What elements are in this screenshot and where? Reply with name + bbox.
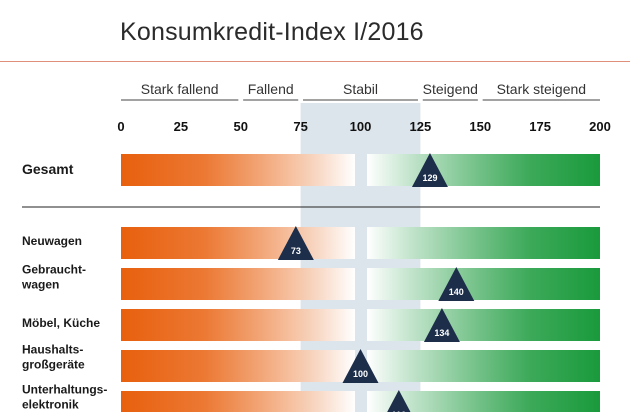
bar-falling-0 [121,154,355,186]
row-label-0-0: Gesamt [22,161,74,177]
row-label-5-0: Unterhaltungs- [22,383,107,397]
row-label-1-0: Neuwagen [22,234,82,248]
bar-falling-4 [121,350,355,382]
zone-label-0: Stark fallend [141,81,219,97]
value-label-4: 100 [353,369,368,379]
tick-label-6: 150 [469,119,491,134]
value-label-5: 116 [392,410,407,412]
bar-rising-5 [367,391,600,412]
value-label-3: 134 [434,328,449,338]
value-marker-3 [423,308,460,342]
zone-label-2: Stabil [343,81,378,97]
bar-falling-5 [121,391,355,412]
row-label-4-1: großgeräte [22,358,85,372]
value-marker-1 [277,226,314,260]
bar-rising-3 [367,309,600,341]
row-label-3-0: Möbel, Küche [22,316,100,330]
tick-label-3: 75 [293,119,307,134]
value-label-0: 129 [422,173,437,183]
bar-rising-0 [367,154,600,186]
tick-label-0: 0 [117,119,124,134]
value-marker-0 [411,153,448,187]
zone-label-4: Stark steigend [497,81,587,97]
bar-rising-2 [367,268,600,300]
bar-rising-4 [367,350,600,382]
value-marker-4 [342,349,379,383]
chart-title: Konsumkredit-Index I/2016 [120,18,424,46]
tick-label-4: 100 [350,119,372,134]
row-label-2-1: wagen [21,278,59,292]
tick-label-8: 200 [589,119,611,134]
tick-label-5: 125 [410,119,432,134]
bar-falling-1 [121,227,355,259]
row-label-5-1: elektronik [22,398,79,412]
value-marker-2 [438,267,475,301]
zone-label-1: Fallend [248,81,294,97]
value-marker-5 [387,390,411,412]
tick-label-2: 50 [234,119,248,134]
tick-label-1: 25 [174,119,188,134]
row-label-2-0: Gebraucht- [22,263,86,277]
bar-falling-2 [121,268,355,300]
title-divider [0,61,630,62]
bar-falling-3 [121,309,355,341]
row-label-4-0: Haushalts- [22,343,83,357]
value-label-1: 73 [291,246,301,256]
zone-label-3: Steigend [423,81,478,97]
value-label-2: 140 [449,287,464,297]
tick-label-7: 175 [529,119,551,134]
bar-rising-1 [367,227,600,259]
